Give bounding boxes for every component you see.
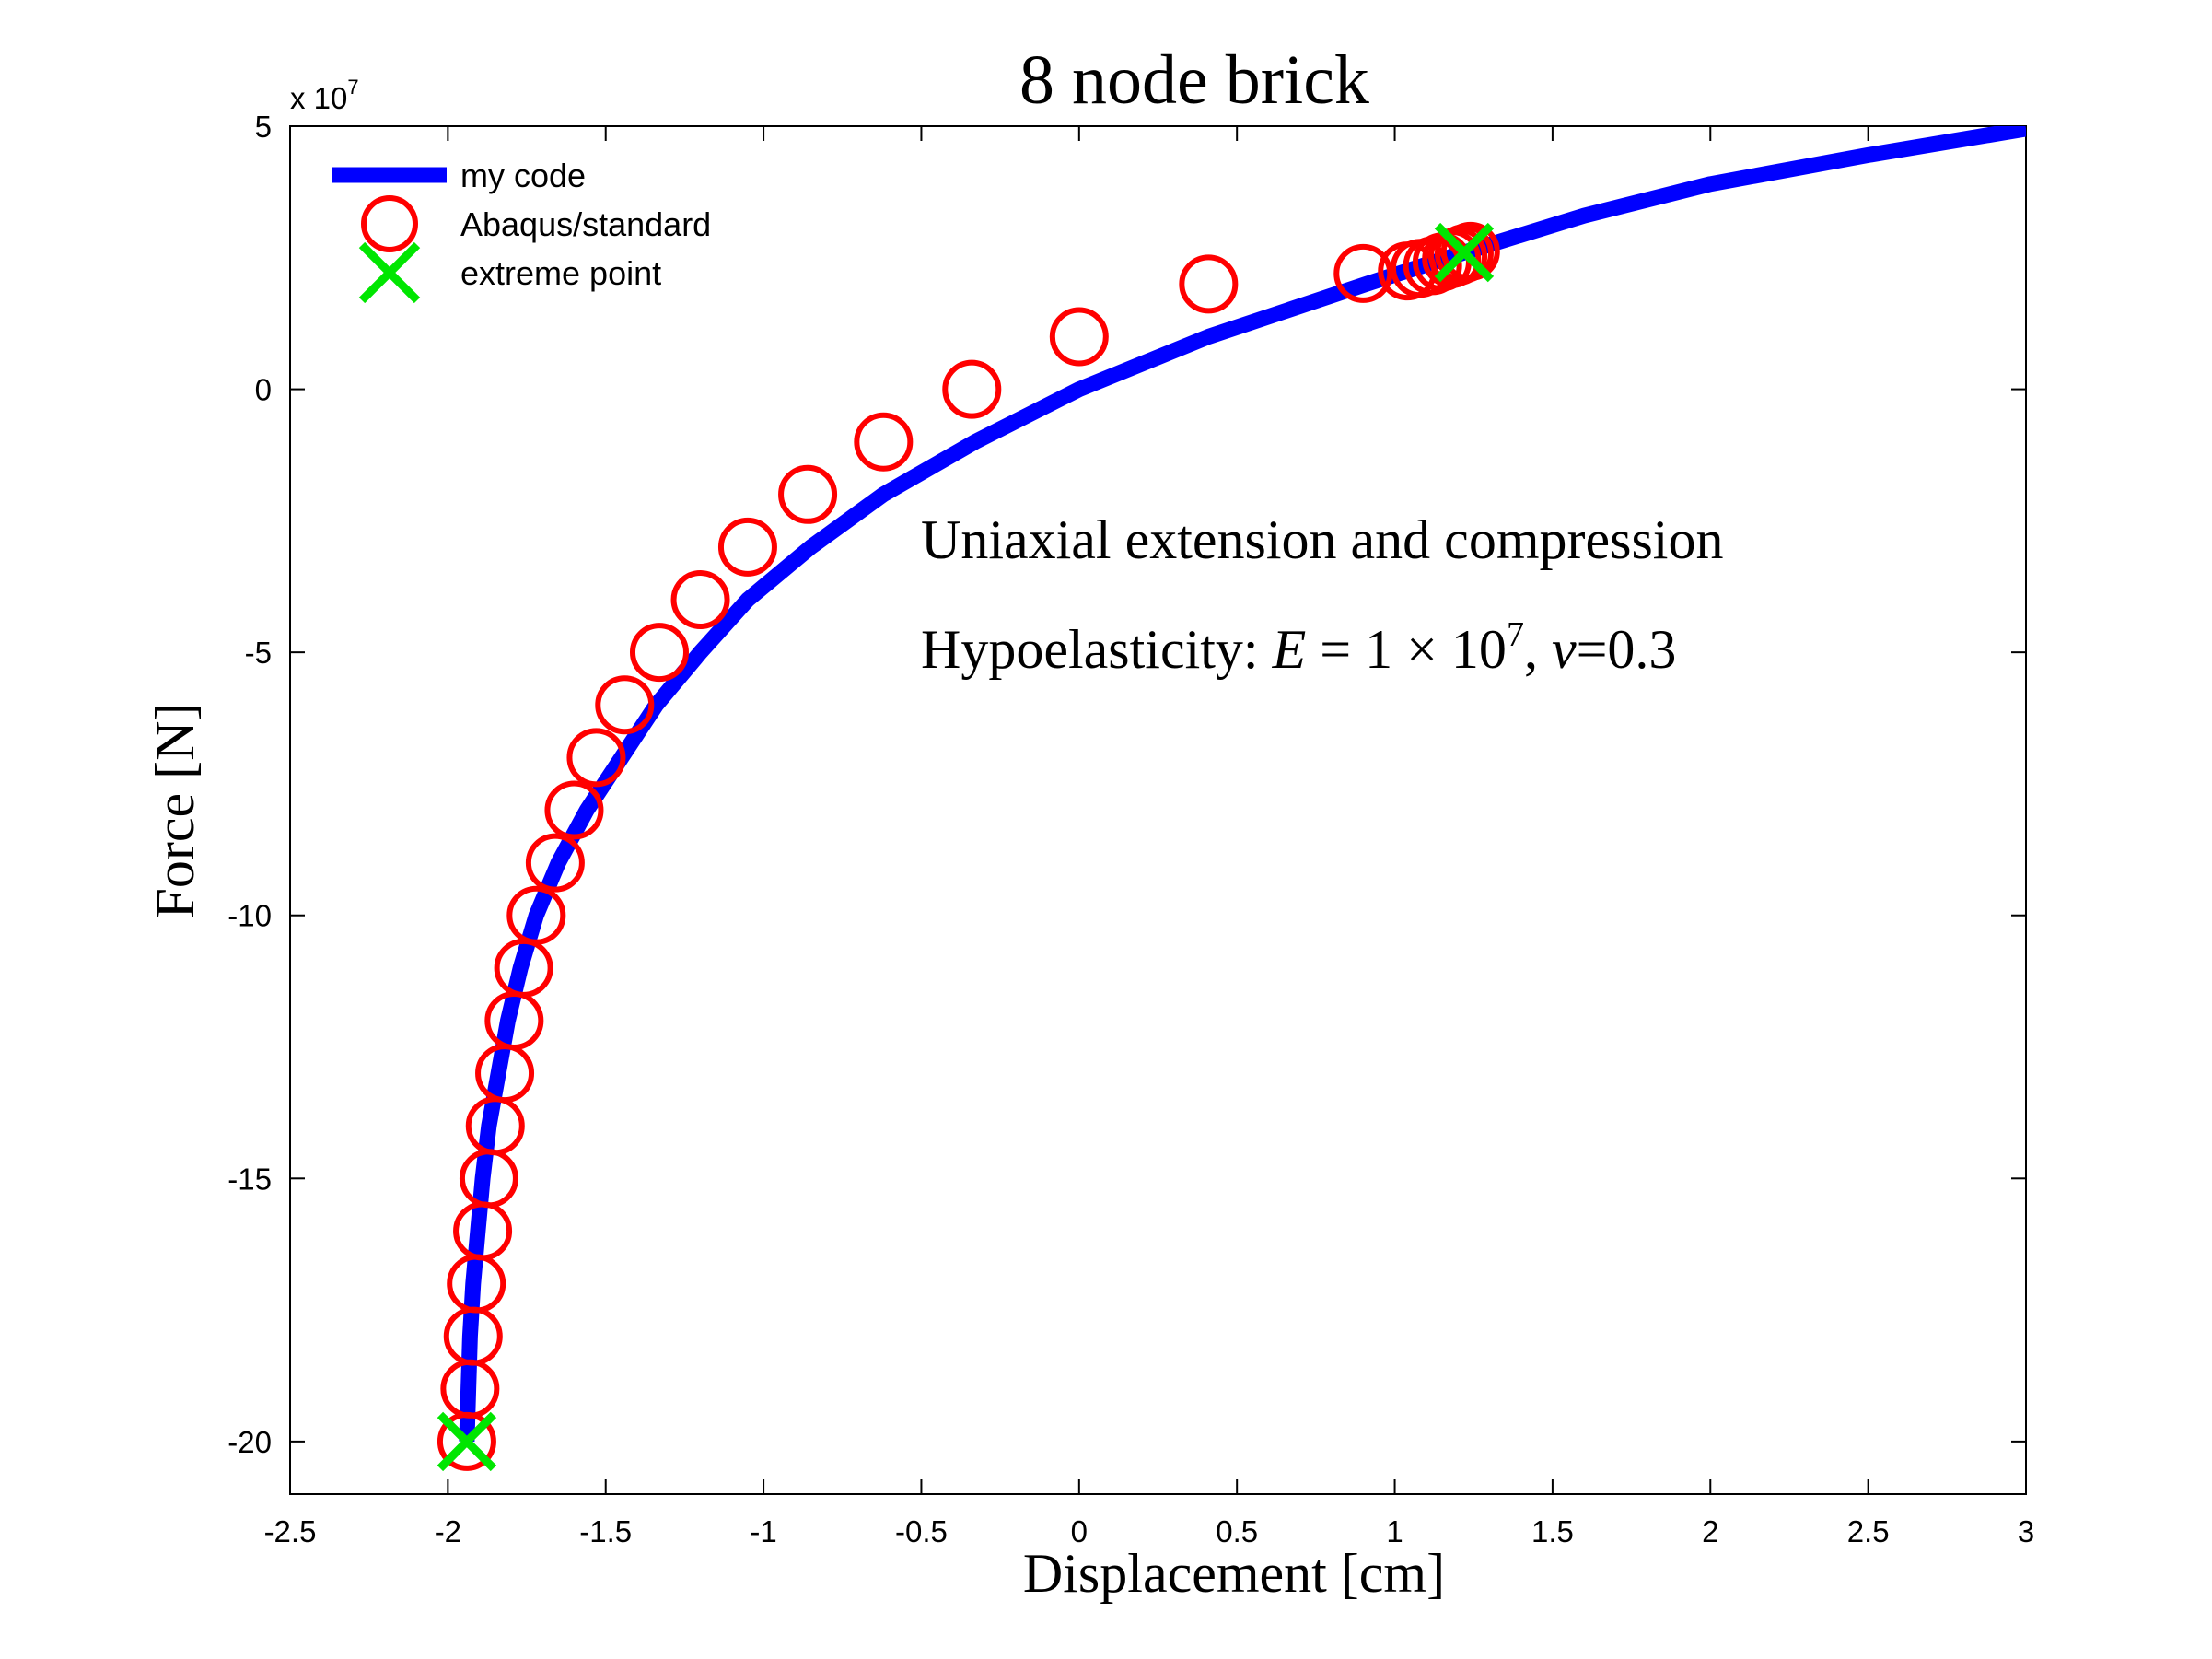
y-tick-label: -10: [227, 899, 272, 933]
x-tick-label: -0.5: [895, 1514, 948, 1548]
legend-label-my-code: my code: [460, 157, 586, 194]
legend: my code Abaqus/standard extreme point: [332, 157, 711, 304]
x-tick-labels: -2.5 -2 -1.5 -1 -0.5 0 0.5 1 1.5 2 2.5 3: [264, 1514, 2035, 1548]
extreme-point: [437, 1411, 497, 1472]
abaqus-point: [1440, 221, 1500, 281]
extreme-point: [1434, 222, 1495, 283]
x-tick-label: 2.5: [1847, 1514, 1890, 1548]
series-layer: [437, 126, 2026, 1472]
y-tick-label: -20: [227, 1425, 272, 1459]
x-tick-label: -2.5: [264, 1514, 317, 1548]
annotation-line-2: Hypoelasticity: E = 1 × 107, ν=0.3: [921, 615, 1676, 680]
abaqus-point: [595, 675, 655, 735]
x-axis-label: Displacement [cm]: [1023, 1543, 1445, 1604]
abaqus-point: [566, 728, 626, 788]
abaqus-point: [854, 412, 914, 472]
abaqus-point: [942, 359, 1002, 419]
y-tick-label: 5: [255, 110, 272, 144]
legend-swatch-abaqus: [361, 195, 418, 252]
legend-label-abaqus: Abaqus/standard: [460, 205, 711, 243]
legend-label-extreme: extreme point: [460, 254, 661, 292]
legend-swatch-extreme: [358, 241, 421, 304]
y-axis-label: Force [N]: [145, 703, 205, 919]
abaqus-point: [717, 517, 777, 577]
series-my-code-line: [459, 126, 2026, 1443]
x-tick-label: 2: [1702, 1514, 1718, 1548]
axis-ticks: [289, 125, 2027, 1494]
chart-title: 8 node brick: [1019, 41, 1369, 119]
abaqus-point: [544, 780, 604, 840]
abaqus-point: [1179, 254, 1239, 314]
x-tick-label: 1.5: [1531, 1514, 1574, 1548]
y-tick-label: -5: [245, 636, 272, 670]
abaqus-point: [1049, 307, 1109, 367]
abaqus-point: [670, 570, 730, 630]
abaqus-point: [778, 464, 838, 524]
x-tick-label: 0: [1071, 1514, 1088, 1548]
x-tick-label: 0.5: [1216, 1514, 1258, 1548]
x-tick-label: -1.5: [579, 1514, 632, 1548]
y-tick-label: 0: [255, 373, 272, 407]
x-tick-label: -1: [750, 1514, 776, 1548]
abaqus-point: [525, 833, 585, 893]
abaqus-point: [629, 623, 689, 683]
abaqus-point: [1333, 243, 1393, 303]
x-tick-label: -2: [435, 1514, 461, 1548]
annotation-line-1: Uniaxial extension and compression: [921, 509, 1723, 570]
y-tick-label: -15: [227, 1162, 272, 1196]
y-tick-labels: -20 -15 -10 -5 0 5: [227, 110, 272, 1459]
abaqus-point: [506, 885, 566, 945]
y-exponent-label: x 107: [290, 76, 359, 115]
x-tick-label: 3: [2018, 1514, 2034, 1548]
plot-area-frame: [289, 125, 2027, 1495]
x-tick-label: 1: [1386, 1514, 1403, 1548]
